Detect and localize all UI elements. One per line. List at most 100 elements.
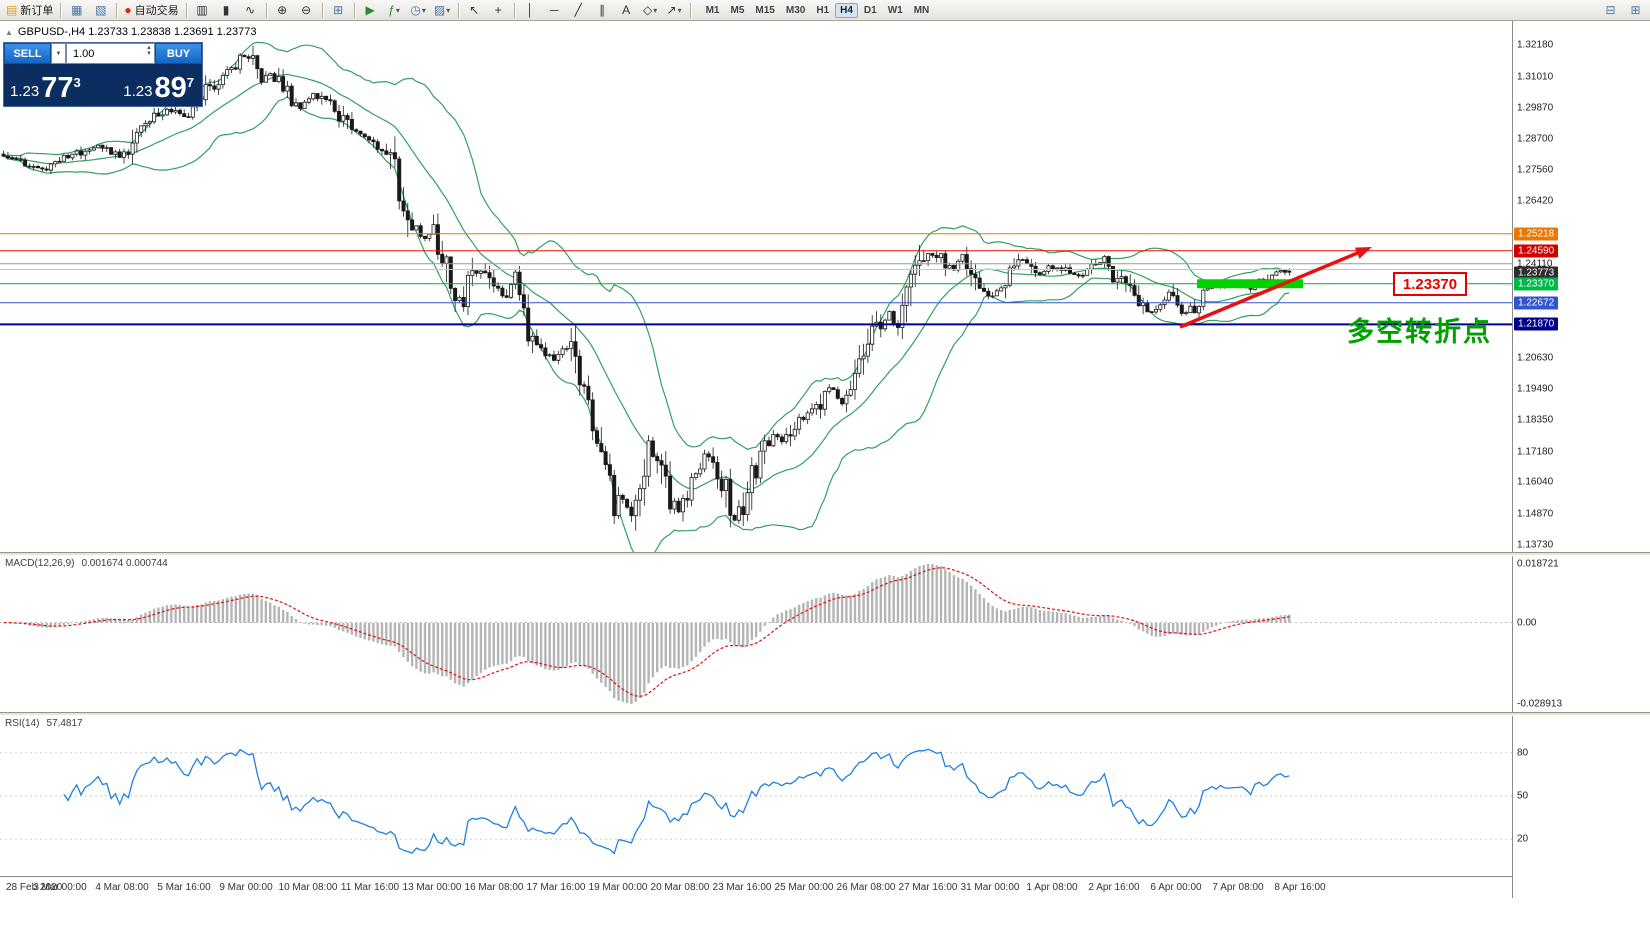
new-order-button[interactable]: ▤ 新订单 (3, 1, 56, 20)
time-axis[interactable]: 28 Feb 2020 3 Mar 00:00 4 Mar 08:00 5 Mar 1… (0, 876, 1512, 901)
sell-price[interactable]: 1.23 77 3 (4, 64, 101, 106)
profiles-button[interactable]: ▧ (89, 1, 112, 20)
zoom-out-button[interactable]: ⊖ (295, 1, 318, 20)
price-tick-label: 1.24110 (1517, 258, 1553, 270)
horizontal-line-button[interactable]: ─ (543, 1, 566, 20)
toolbar-buttons: ▤ 新订单 ▦ ▧ ● 自动交易 ▥ ▮ ∿ ⊕ ⊖ ⊞ ▶ ƒ ▾ ◷ ▾ ▨ ▾ ↖ + │ ─ ╱ ∥ A ◇ ▾ ↗ ▾ (3, 1, 694, 20)
auto-trading-button[interactable]: ● 自动交易 (121, 1, 181, 20)
crosshair-button[interactable]: + (487, 1, 510, 20)
rsi-label: RSI(14) 57.4817 (5, 718, 83, 729)
buy-price-mid: 89 (154, 71, 187, 104)
time-axis-label: 1 Apr 08:00 (1026, 882, 1078, 893)
toolbar-separator (689, 2, 691, 18)
toolbar-separator (60, 2, 62, 18)
turning-point-note[interactable]: 多空转折点 (1347, 317, 1492, 347)
tile-windows-button[interactable]: ⊞ (327, 1, 350, 20)
panel-splitter-macd[interactable] (0, 552, 1650, 556)
vertical-line-button[interactable]: │ (519, 1, 542, 20)
time-axis-label: 19 Mar 00:00 (588, 882, 648, 893)
macd-scale-min: -0.028913 (1517, 698, 1563, 710)
buy-price[interactable]: 1.23 89 7 (101, 64, 202, 106)
time-axis-label: 7 Apr 08:00 (1212, 882, 1264, 893)
timeframe-m1-button[interactable]: M1 (705, 4, 720, 16)
volume-spinner[interactable]: ▲ ▼ (146, 45, 152, 57)
arrows-button[interactable]: ↗ ▾ (663, 1, 686, 20)
toolbar-separator (513, 2, 515, 18)
price-tick-label: 1.14870 (1517, 508, 1554, 520)
price-line-badge: 1.22672 (1514, 296, 1559, 310)
price-tick-label: 1.13730 (1517, 539, 1554, 551)
time-axis-label: 28 Feb 2020 (6, 882, 63, 893)
price-chart[interactable] (0, 21, 1512, 552)
rsi-scale-label: 50 (1517, 790, 1529, 802)
toolbar: ▤ 新订单 ▦ ▧ ● 自动交易 ▥ ▮ ∿ ⊕ ⊖ ⊞ ▶ ƒ ▾ ◷ ▾ ▨ ▾ ↖ + │ ─ ╱ ∥ A ◇ ▾ ↗ ▾ M1 M5… (0, 0, 1650, 21)
price-line-badge: 1.24590 (1514, 244, 1559, 258)
candlestick-chart-button[interactable]: ▮ (215, 1, 238, 20)
line-chart-button[interactable]: ∿ (239, 1, 262, 20)
bar-chart-icon: ▥ (196, 3, 208, 17)
sell-price-sup: 3 (73, 75, 81, 90)
one-click-toggle-icon[interactable]: ▲ (5, 27, 13, 37)
spin-down-icon[interactable]: ▼ (146, 51, 152, 57)
macd-label: MACD(12,26,9) 0.001674 0.000744 (5, 558, 168, 569)
trendline-icon: ╱ (574, 3, 582, 17)
shapes-button[interactable]: ◇ ▾ (639, 1, 662, 20)
cursor-button[interactable]: ↖ (463, 1, 486, 20)
trend-arrow-head (1354, 247, 1372, 259)
price-annotation-box[interactable]: 1.23370 (1393, 272, 1467, 296)
panel-splitter-rsi[interactable] (0, 712, 1650, 716)
chart-title: GBPUSD-,H4 1.23733 1.23838 1.23691 1.237… (17, 26, 257, 38)
strategy-tester-button[interactable]: ▶ (359, 1, 382, 20)
bollinger-upper (3, 41, 1290, 451)
trend-arrow-line[interactable] (1179, 249, 1364, 329)
timeframe-d1-button[interactable]: D1 (863, 4, 877, 16)
sell-button[interactable]: SELL (4, 43, 51, 64)
timeframe-group: M1 M5 M15 M30 H1 H4 D1 W1 MN (701, 2, 935, 18)
rsi-name: RSI(14) (5, 718, 40, 729)
new-chart-window-button[interactable]: ⊞ (1624, 1, 1647, 20)
price-line-badge: 1.23773 (1514, 266, 1559, 280)
indicators-button[interactable]: ƒ ▾ (383, 1, 406, 20)
periods-button[interactable]: ◷ ▾ (407, 1, 430, 20)
rsi-plot[interactable] (0, 716, 1512, 876)
profiles-icon: ▧ (95, 3, 107, 17)
price-tick-label: 1.19490 (1517, 383, 1554, 395)
one-click-trade-panel: SELL ▼ 1.00 ▲ ▼ BUY 1.23 77 3 1.23 89 7 (3, 42, 203, 107)
macd-histogram (6, 564, 1291, 704)
timeframe-m30-button[interactable]: M30 (785, 4, 806, 16)
zoom-in-button[interactable]: ⊕ (271, 1, 294, 20)
bar-chart-button[interactable]: ▥ (191, 1, 214, 20)
timeframe-h1-button[interactable]: H1 (816, 4, 830, 16)
timeframe-m5-button[interactable]: M5 (730, 4, 745, 16)
timeframe-h4-button[interactable]: H4 (835, 2, 858, 18)
timeframe-mn-button[interactable]: MN (913, 4, 930, 16)
time-axis-label: 10 Mar 08:00 (278, 882, 338, 893)
equidistant-channel-button[interactable]: ∥ (591, 1, 614, 20)
volume-input[interactable]: 1.00 ▲ ▼ (66, 43, 155, 64)
spin-up-icon[interactable]: ▲ (146, 45, 152, 51)
charts-button[interactable]: ▦ (65, 1, 88, 20)
price-tick-label: 1.31010 (1517, 71, 1554, 83)
rsi-line (63, 748, 1290, 855)
volume-dropdown-button[interactable]: ▼ (51, 43, 66, 64)
templates-button[interactable]: ▨ ▾ (431, 1, 454, 20)
macd-plot[interactable] (0, 556, 1512, 712)
volume-value: 1.00 (73, 47, 95, 60)
rsi-value: 57.4817 (46, 718, 83, 729)
dock-window-button[interactable]: ⊟ (1599, 1, 1622, 20)
text-label-button[interactable]: A (615, 1, 638, 20)
trendline-button[interactable]: ╱ (567, 1, 590, 20)
charts-icon: ▦ (71, 3, 83, 17)
line-chart-icon: ∿ (245, 3, 256, 17)
timeframe-m15-button[interactable]: M15 (755, 4, 775, 16)
periods-icon: ◷ (410, 3, 421, 17)
price-scale[interactable]: 1.32180 1.31010 1.29870 1.28700 1.27560 1.264… (1512, 21, 1650, 898)
time-axis-label: 31 Mar 00:00 (960, 882, 1020, 893)
time-axis-label: 27 Mar 16:00 (898, 882, 958, 893)
time-axis-label: 9 Mar 00:00 (219, 882, 273, 893)
buy-button[interactable]: BUY (155, 43, 202, 64)
sell-price-mid: 77 (41, 71, 74, 104)
timeframe-w1-button[interactable]: W1 (887, 4, 903, 16)
bear-candles (1, 54, 1287, 521)
